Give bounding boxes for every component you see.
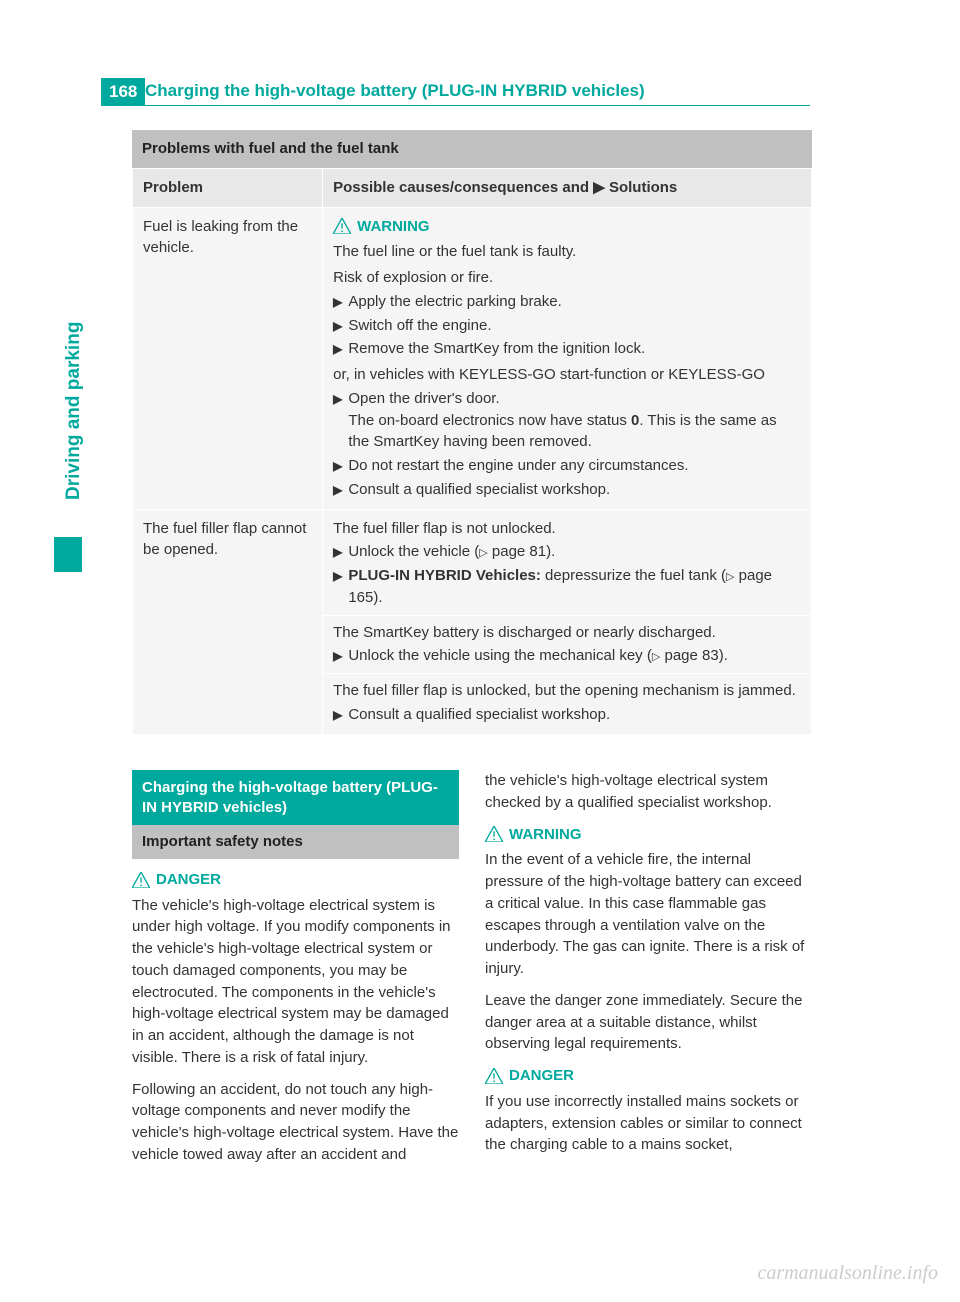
page-ref-icon: ▷	[652, 650, 660, 666]
solutions-arrow-icon: ▶	[593, 179, 605, 196]
danger-label: DANGER	[485, 1065, 812, 1087]
step-text: Remove the SmartKey from the ignition lo…	[348, 338, 645, 360]
divider	[323, 615, 811, 616]
warning-triangle-icon	[485, 1068, 503, 1084]
solution-cell: WARNING The fuel line or the fuel tank i…	[323, 207, 812, 509]
solution-text: The fuel filler flap is not unlocked.	[333, 518, 801, 540]
step-arrow-icon: ▶	[333, 391, 342, 453]
step-pre: depressurize the fuel tank (	[541, 567, 726, 584]
step-line: ▶ Consult a qualified specialist workshop…	[333, 479, 801, 501]
step-line: ▶ Do not restart the engine under any cir…	[333, 455, 801, 477]
warning-triangle-icon	[485, 826, 503, 842]
step-text: Switch off the engine.	[348, 315, 491, 337]
right-column: the vehicle's high-voltage electrical sy…	[485, 770, 812, 1166]
warning-triangle-icon	[333, 218, 351, 234]
step-text: Apply the electric parking brake.	[348, 291, 561, 313]
page-ref: page 83	[664, 647, 718, 664]
sidebar-label: Driving and parking	[60, 311, 88, 511]
problems-header: Problems with fuel and the fuel tank	[132, 130, 812, 168]
step-arrow-icon: ▶	[333, 458, 342, 477]
step-arrow-icon: ▶	[333, 544, 342, 563]
table-row: Fuel is leaking from the vehicle. WARNIN…	[133, 207, 812, 509]
page-ref: page 81	[492, 543, 546, 560]
step-line: ▶ Unlock the vehicle using the mechanical…	[333, 645, 801, 667]
two-column-section: Charging the high-voltage battery (PLUG-…	[132, 770, 812, 1166]
step-sub: The on-board electronics now have status…	[348, 412, 776, 451]
body-paragraph: The vehicle's high-voltage electrical sy…	[132, 895, 459, 1069]
step-main: Open the driver's door.	[348, 390, 499, 407]
solution-text: The SmartKey battery is discharged or ne…	[333, 622, 801, 644]
step-line: ▶ Switch off the engine.	[333, 315, 801, 337]
step-pre: Unlock the vehicle using the mechanical …	[348, 647, 652, 664]
body-paragraph: the vehicle's high-voltage electrical sy…	[485, 770, 812, 814]
step-arrow-icon: ▶	[333, 482, 342, 501]
solution-text: The fuel line or the fuel tank is faulty…	[333, 241, 801, 263]
charging-header: Charging the high-voltage battery (PLUG-…	[132, 770, 459, 825]
page-ref-icon: ▷	[479, 546, 487, 562]
safety-notes-header: Important safety notes	[132, 825, 459, 859]
page-ref-icon: ▷	[726, 570, 734, 586]
step-arrow-icon: ▶	[333, 341, 342, 360]
watermark: carmanualsonline.info	[757, 1259, 938, 1288]
body-paragraph: Following an accident, do not touch any …	[132, 1079, 459, 1166]
step-line: ▶ Consult a qualified specialist workshop…	[333, 704, 801, 726]
step-text: Open the driver's door. The on-board ele…	[348, 388, 801, 453]
step-text: Do not restart the engine under any circ…	[348, 455, 688, 477]
step-arrow-icon: ▶	[333, 707, 342, 726]
problem-cell: Fuel is leaking from the vehicle.	[133, 207, 323, 509]
main-content: Problems with fuel and the fuel tank Pro…	[132, 130, 812, 735]
col-solution-prefix: Possible causes/consequences and	[333, 179, 593, 196]
problems-table: Problem Possible causes/consequences and…	[132, 168, 812, 735]
sidebar-block	[54, 537, 82, 572]
warning-label: WARNING	[485, 824, 812, 846]
problem-cell: The fuel filler flap cannot be opened.	[133, 509, 323, 734]
col-solution-header: Possible causes/consequences and ▶ Solut…	[323, 168, 812, 207]
col-solution-suffix: Solutions	[605, 179, 678, 196]
step-line: ▶PLUG-IN HYBRID Vehicles: depressurize t…	[333, 565, 801, 609]
step-arrow-icon: ▶	[333, 318, 342, 337]
solution-text: The fuel filler flap is unlocked, but th…	[333, 680, 801, 702]
page-title: Charging the high-voltage battery (PLUG-…	[145, 78, 810, 106]
divider	[323, 673, 811, 674]
step-text: Consult a qualified specialist workshop.	[348, 479, 610, 501]
step-text: Unlock the vehicle using the mechanical …	[348, 645, 728, 667]
step-post: ).	[373, 589, 382, 606]
warning-triangle-icon	[132, 872, 150, 888]
step-post: ).	[719, 647, 728, 664]
warning-text: WARNING	[357, 216, 430, 238]
table-row: The fuel filler flap cannot be opened. T…	[133, 509, 812, 734]
table-header-row: Problem Possible causes/consequences and…	[133, 168, 812, 207]
solution-cell: The fuel filler flap is not unlocked. ▶ U…	[323, 509, 812, 734]
body-paragraph: Leave the danger zone immediately. Secur…	[485, 990, 812, 1055]
step-bold: PLUG-IN HYBRID Vehicles:	[348, 567, 541, 584]
step-line: ▶ Remove the SmartKey from the ignition l…	[333, 338, 801, 360]
sidebar-tab: Driving and parking	[54, 282, 82, 572]
solution-text: or, in vehicles with KEYLESS-GO start-fu…	[333, 364, 801, 386]
warning-label: WARNING	[333, 216, 801, 238]
step-line: ▶ Apply the electric parking brake.	[333, 291, 801, 313]
page-number-badge: 168	[101, 78, 145, 106]
danger-text: DANGER	[509, 1065, 574, 1087]
step-arrow-icon: ▶	[333, 568, 342, 609]
step-text: PLUG-IN HYBRID Vehicles: depressurize th…	[348, 565, 801, 609]
step-arrow-icon: ▶	[333, 294, 342, 313]
step-text: Consult a qualified specialist workshop.	[348, 704, 610, 726]
step-arrow-icon: ▶	[333, 648, 342, 667]
warning-text: WARNING	[509, 824, 582, 846]
step-pre: Unlock the vehicle (	[348, 543, 479, 560]
danger-text: DANGER	[156, 869, 221, 891]
col-problem-header: Problem	[133, 168, 323, 207]
body-paragraph: In the event of a vehicle fire, the inte…	[485, 849, 812, 980]
danger-label: DANGER	[132, 869, 459, 891]
step-line: ▶ Open the driver's door. The on-board e…	[333, 388, 801, 453]
step-line: ▶ Unlock the vehicle (▷ page 81).	[333, 541, 801, 563]
solution-text: Risk of explosion or fire.	[333, 267, 801, 289]
left-column: Charging the high-voltage battery (PLUG-…	[132, 770, 459, 1166]
body-paragraph: If you use incorrectly installed mains s…	[485, 1091, 812, 1156]
step-text: Unlock the vehicle (▷ page 81).	[348, 541, 555, 563]
step-post: ).	[546, 543, 555, 560]
